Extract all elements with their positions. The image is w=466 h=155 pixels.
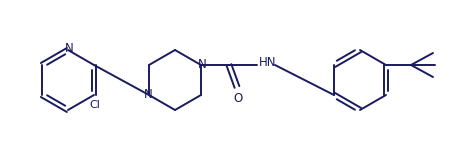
Text: N: N	[198, 58, 206, 71]
Text: N: N	[144, 89, 152, 102]
Text: HN: HN	[259, 57, 276, 69]
Text: O: O	[233, 92, 243, 105]
Text: Cl: Cl	[89, 100, 100, 110]
Text: N: N	[65, 42, 73, 55]
